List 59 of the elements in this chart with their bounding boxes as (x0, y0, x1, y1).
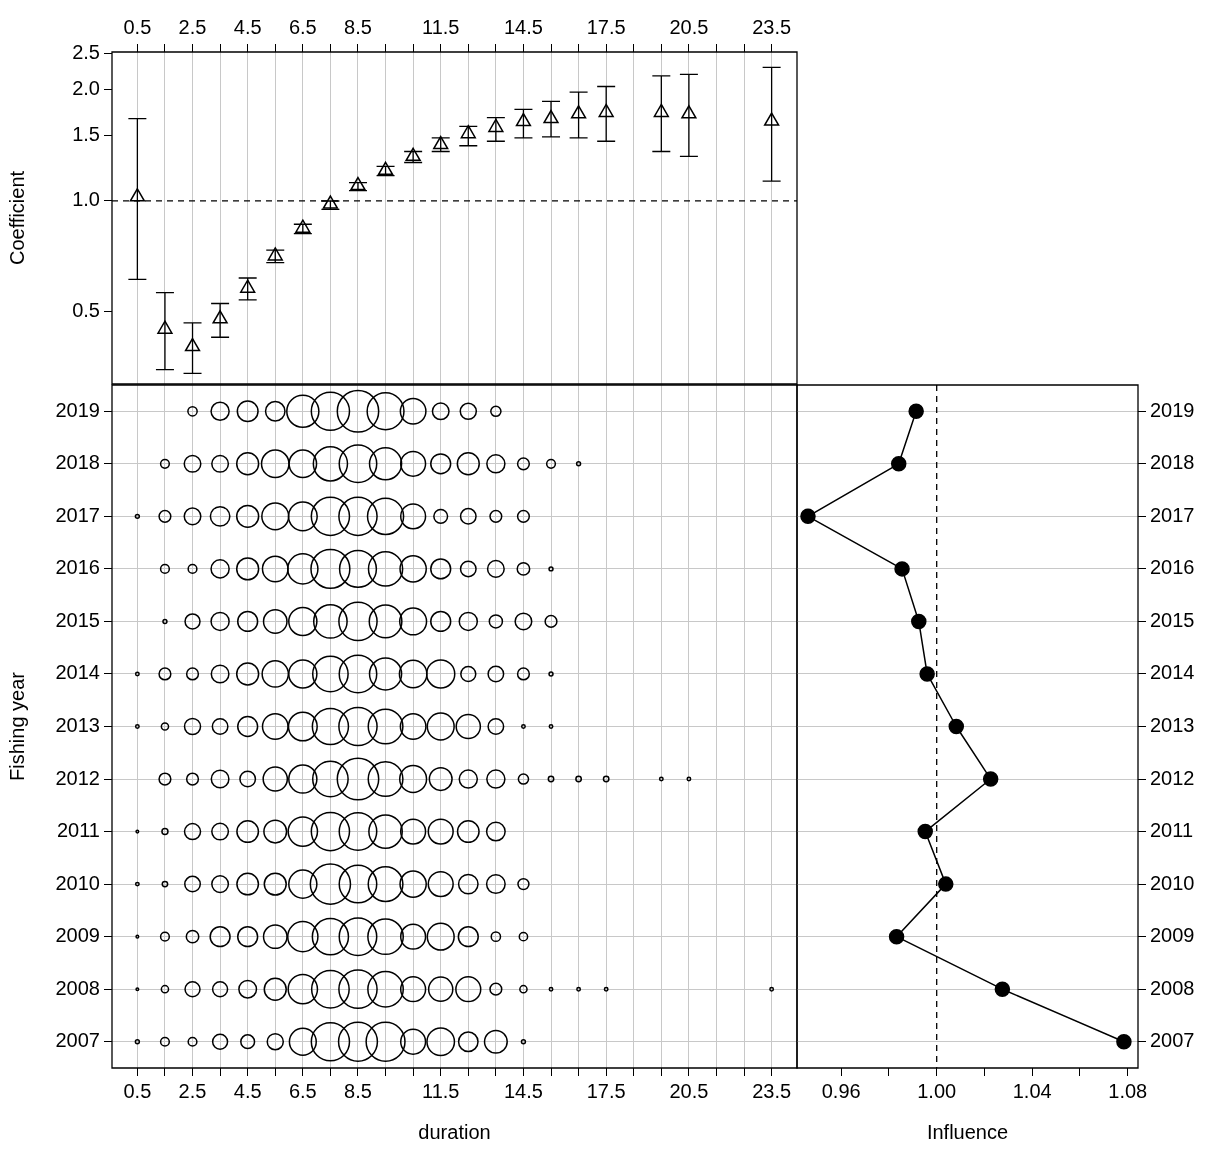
y-tick-label: 2012 (1150, 766, 1195, 789)
y-tick-label: 2015 (55, 608, 100, 631)
y-tick-label: 2007 (55, 1029, 100, 1052)
x-tick-label: 1.04 (1012, 1079, 1052, 1102)
x-tick-label: 0.5 (123, 15, 152, 38)
x-tick-label: 14.5 (503, 1079, 543, 1102)
y-tick-label: 2009 (1150, 924, 1195, 947)
x-tick-label: 17.5 (586, 1079, 626, 1102)
y-tick-label: 2017 (55, 503, 100, 526)
y-tick-label: 1.5 (72, 123, 100, 146)
x-tick-label: 8.5 (344, 1079, 372, 1102)
y-tick-label: 2017 (1150, 503, 1195, 526)
x-tick-label: 0.96 (821, 1079, 861, 1102)
x-tick-label: 1.08 (1108, 1079, 1148, 1102)
y-tick-label: 2015 (1150, 608, 1195, 631)
x-tick-label: 6.5 (288, 1079, 317, 1102)
y-tick-label: 2010 (1150, 871, 1195, 894)
y-tick-label: 2014 (55, 661, 100, 684)
y-tick-label: 2011 (1150, 819, 1194, 842)
y-tick-label: 1.0 (72, 188, 100, 211)
y-tick-label: 2013 (55, 714, 100, 737)
x-tick-label: 8.5 (344, 15, 372, 38)
y-tick-label: 2016 (55, 556, 100, 579)
x-tick-label: 20.5 (669, 1079, 709, 1102)
x-tick-label: 20.5 (669, 15, 709, 38)
y-axis-title: Fishing year (5, 671, 28, 781)
y-tick-label: 2011 (56, 819, 100, 842)
x-tick-label: 23.5 (752, 1079, 792, 1102)
y-tick-label: 2013 (1150, 714, 1195, 737)
x-tick-label: 1.00 (917, 1079, 957, 1102)
x-axis-title: duration (418, 1120, 491, 1143)
y-tick-label: 2019 (55, 398, 100, 421)
y-tick-label: 0.5 (72, 299, 100, 322)
y-tick-label: 2007 (1150, 1029, 1195, 1052)
x-tick-label: 2.5 (178, 15, 207, 38)
y-tick-label: 2010 (55, 871, 100, 894)
y-tick-label: 2012 (55, 766, 100, 789)
y-tick-label: 2.0 (72, 77, 100, 100)
y-tick-label: 2014 (1150, 661, 1195, 684)
x-tick-label: 0.5 (123, 1079, 152, 1102)
y-tick-label: 2008 (55, 976, 100, 999)
x-tick-label: 4.5 (233, 1079, 262, 1102)
y-tick-label: 2018 (55, 451, 100, 474)
x-tick-label: 17.5 (586, 15, 626, 38)
y-axis-title: Coefficient (5, 170, 28, 266)
y-tick-label: 2019 (1150, 398, 1195, 421)
x-tick-label: 23.5 (752, 15, 792, 38)
y-tick-label: 2018 (1150, 451, 1195, 474)
x-tick-label: 11.5 (421, 1079, 460, 1102)
y-tick-label: 2016 (1150, 556, 1195, 579)
y-tick-label: 2008 (1150, 976, 1195, 999)
x-tick-label: 2.5 (178, 1079, 207, 1102)
x-axis-title: Influence (926, 1120, 1009, 1143)
x-tick-label: 4.5 (233, 15, 262, 38)
x-tick-label: 14.5 (503, 15, 543, 38)
y-tick-label: 2.5 (72, 41, 100, 64)
x-tick-label: 11.5 (421, 15, 460, 38)
y-tick-label: 2009 (55, 924, 100, 947)
x-tick-label: 6.5 (288, 15, 317, 38)
